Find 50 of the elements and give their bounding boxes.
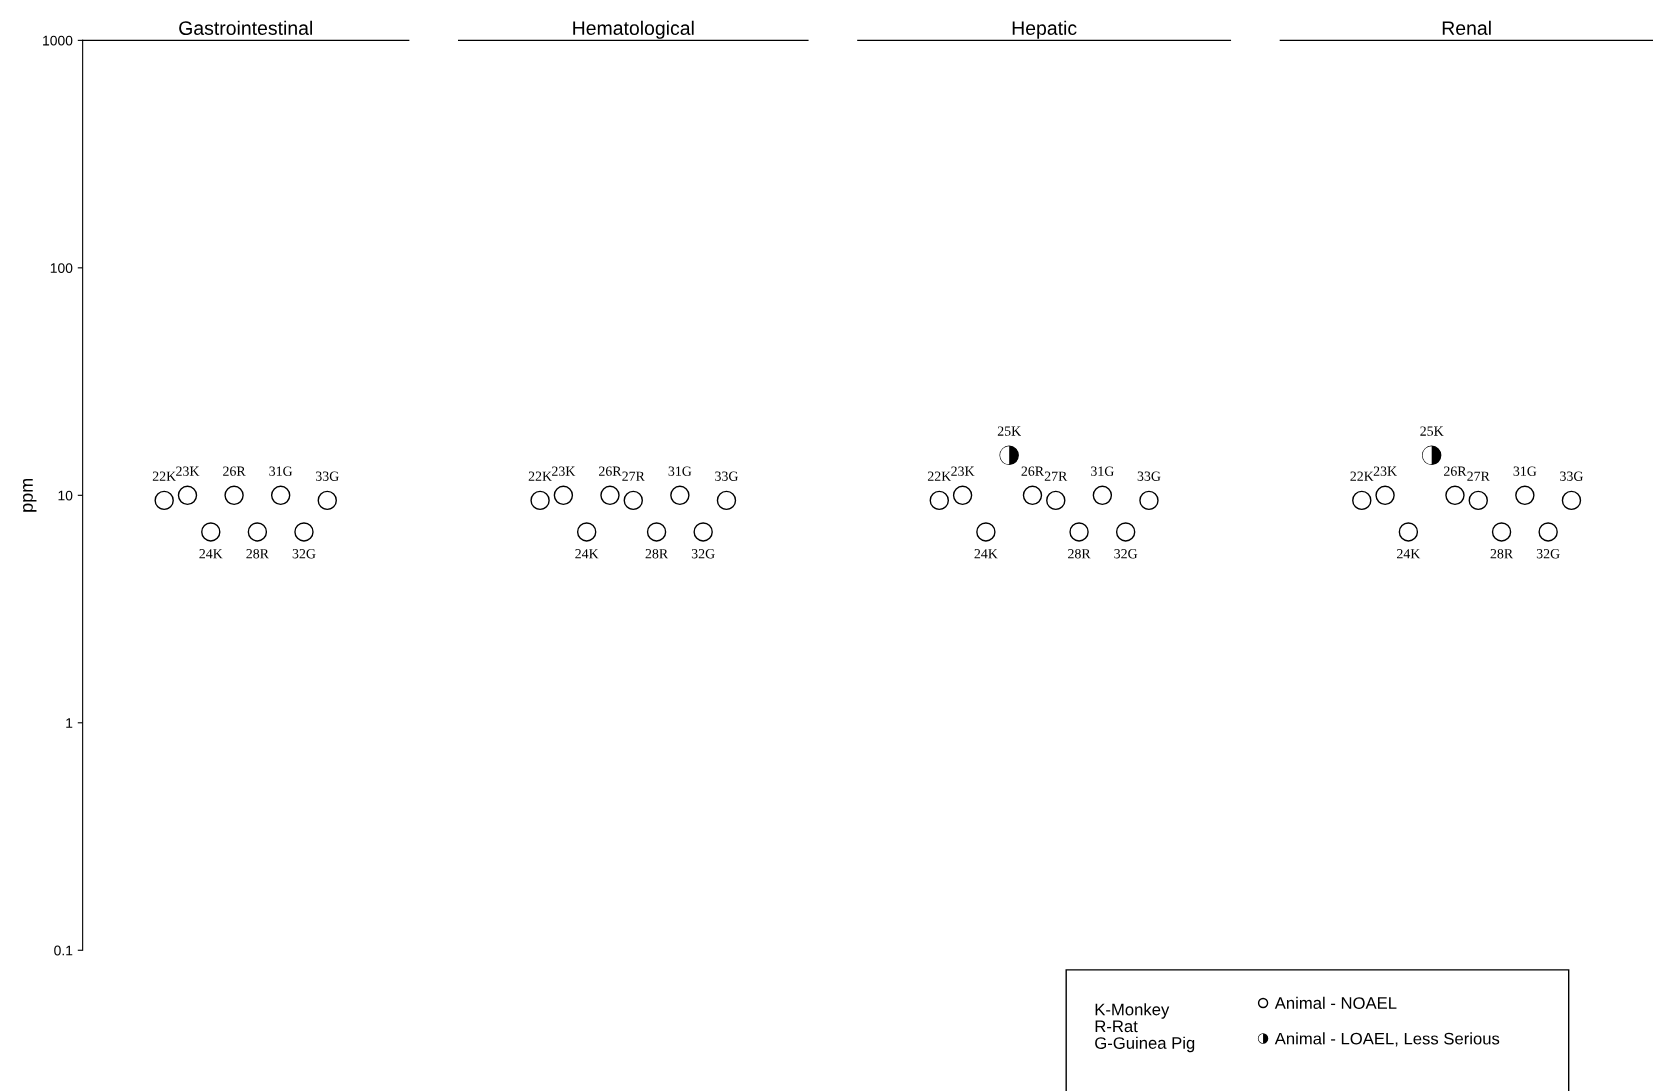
chart-title: Gastrointestinal [179,20,312,35]
category-label: 28R [1490,549,1514,559]
category-label: 26R [1021,466,1045,476]
y-tick-label: 10 [58,490,73,501]
category-label: 26R [599,466,622,476]
chart-title: Hepatic [1012,20,1077,39]
category-label: 32G [1114,549,1138,559]
category-label: 32G [292,549,316,559]
category-label: 28R [246,549,269,559]
category-label: 33G [1560,471,1583,481]
category-label: 31G [269,466,293,476]
chart-title: Renal [1442,20,1491,35]
category-label: 31G [1513,466,1537,476]
category-label: 22K [927,471,952,481]
category-label: 33G [315,471,339,481]
category-label: 27R [1044,471,1068,481]
category-label: 24K [199,549,223,559]
category-label: 22K [528,471,552,481]
category-label: 26R [223,466,246,476]
y-tick-label: 1000 [43,35,73,46]
category-label: 31G [1091,466,1114,476]
category-label: 27R [622,471,645,481]
legend-label: Animal - LOAEL, Less Serious [1274,1032,1500,1047]
category-label: 25K [997,426,1021,436]
y-tick-label: 100 [50,263,73,274]
category-label: 23K [176,466,200,476]
category-label: 33G [1137,471,1161,481]
category-label: 24K [974,549,998,559]
category-label: 28R [645,549,669,559]
category-label: 22K [1350,471,1374,481]
category-label: 23K [1373,466,1397,476]
category-label: 24K [1397,549,1421,559]
category-label: 28R [1068,549,1091,559]
category-label: 32G [691,549,715,559]
category-label: 31G [668,466,692,476]
category-label: 33G [715,471,738,481]
category-label: 32G [1536,549,1560,559]
chart-title: Hematological [573,20,694,39]
y-tick-label: 1 [66,718,73,728]
category-label: 22K [152,471,177,481]
category-label: 23K [951,466,975,476]
category-label: 24K [575,549,599,559]
y-axis-title: ppm [23,478,37,512]
legend-label: Animal - NOAEL [1274,996,1397,1009]
category-label: 27R [1467,471,1490,481]
category-label: 26R [1444,466,1467,476]
category-label: 23K [552,466,576,476]
text: K-Monkey R-Rat G-Guinea Pig [1095,1003,1195,1053]
y-tick-label: 0.1 [54,945,73,956]
category-label: 25K [1420,426,1444,436]
